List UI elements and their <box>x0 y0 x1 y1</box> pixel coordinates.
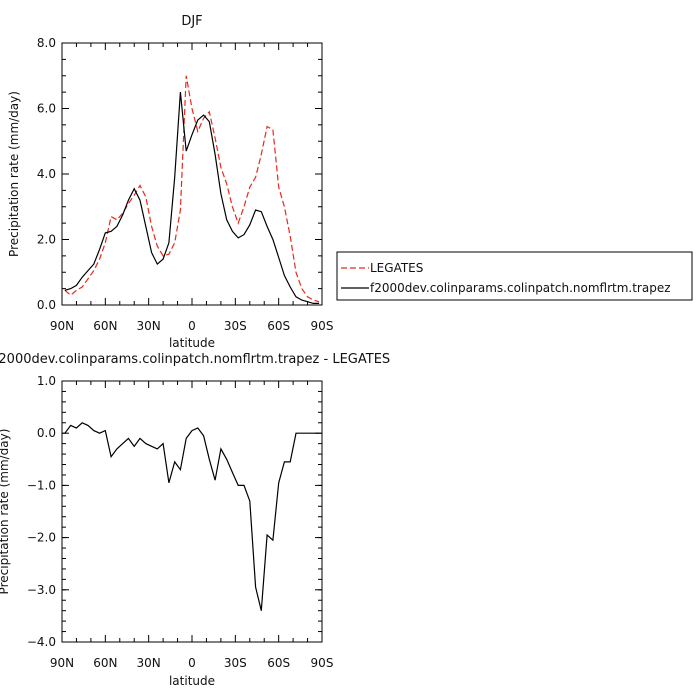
chart1-xtick-label: 60N <box>93 319 117 333</box>
chart1-ytick-label: 4.0 <box>37 167 56 181</box>
chart1-title: DJF <box>181 14 202 29</box>
chart1-frame <box>61 42 323 306</box>
chart2-ytick-label: −2.0 <box>27 531 56 545</box>
chart1-ytick-label: 2.0 <box>37 233 56 247</box>
chart1-ytick-label: 6.0 <box>37 102 56 116</box>
chart2-xtick-label: 30N <box>137 656 161 670</box>
chart1-xtick-label: 90N <box>50 319 74 333</box>
chart1-series-1-line <box>64 75 320 303</box>
chart2-xtick-label: 90S <box>311 656 334 670</box>
chart2-series-1-line <box>64 422 320 611</box>
chart2-xtick-label: 60S <box>267 656 290 670</box>
chart2-ytick-label: 1.0 <box>37 374 56 388</box>
chart2-xtick-label: 60N <box>93 656 117 670</box>
chart1-ytick-label: 0.0 <box>37 298 56 312</box>
chart2-xlabel: latitude <box>169 674 215 688</box>
chart2-ytick-label: −3.0 <box>27 583 56 597</box>
chart1-series-2-line <box>64 92 320 304</box>
chart1-legend-box <box>336 251 693 301</box>
chart2-ytick-label: −1.0 <box>27 478 56 492</box>
chart2-ytick-label: −4.0 <box>27 635 56 649</box>
chart1-xtick-label: 0 <box>188 319 196 333</box>
chart1-legend-label-2: f2000dev.colinparams.colinpatch.nomflrtm… <box>370 281 671 295</box>
chart1-xtick-label: 30S <box>224 319 247 333</box>
chart1-xtick-label: 30N <box>137 319 161 333</box>
chart1-ylabel: Precipitation rate (mm/day) <box>7 91 21 257</box>
chart2-xtick-label: 90N <box>50 656 74 670</box>
chart2-ytick-label: 0.0 <box>37 426 56 440</box>
chart1-xlabel: latitude <box>169 336 215 350</box>
chart2-title: f2000dev.colinparams.colinpatch.nomflrtm… <box>0 352 390 367</box>
chart2-xtick-label: 0 <box>188 656 196 670</box>
chart2-xtick-label: 30S <box>224 656 247 670</box>
chart1-legend-label-1: LEGATES <box>370 261 423 275</box>
chart2-frame <box>61 380 323 643</box>
chart1-ytick-label: 8.0 <box>37 36 56 50</box>
chart2-ylabel: Precipitation rate (mm/day) <box>0 429 11 595</box>
chart1-xtick-label: 60S <box>267 319 290 333</box>
chart1-xtick-label: 90S <box>311 319 334 333</box>
